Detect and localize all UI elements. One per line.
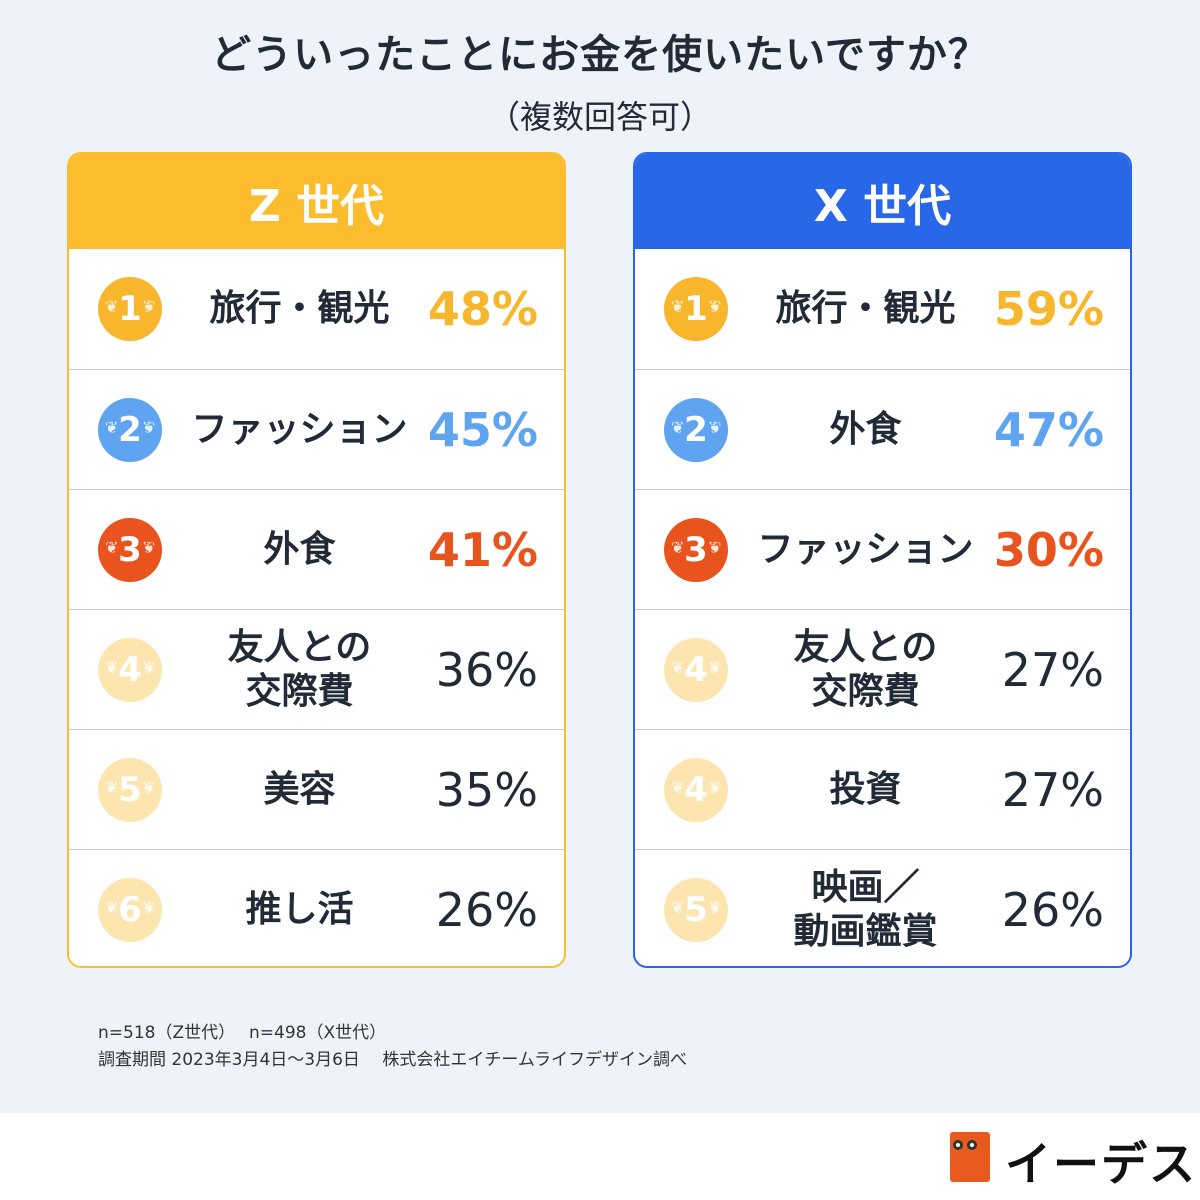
rank-label: 映画／ 動画鑑賞 bbox=[793, 866, 938, 952]
rank-row: 4 投資 27% bbox=[635, 729, 1130, 849]
rank-label: 投資 bbox=[829, 768, 902, 810]
rank-medal-icon: 1 bbox=[98, 277, 162, 341]
rank-label: 外食 bbox=[263, 528, 336, 570]
rank-label: 友人との 交際費 bbox=[793, 626, 938, 712]
rank-percentage: 27% bbox=[1001, 762, 1104, 817]
survey-period-note: 調査期間 2023年3月4日～3月6日 株式会社エイチームライフデザイン調べ bbox=[98, 1050, 687, 1070]
rank-row: 3 外食 41% bbox=[69, 489, 564, 609]
rank-percentage: 47% bbox=[993, 402, 1104, 457]
rank-medal-icon: 3 bbox=[98, 518, 162, 582]
rank-label: 美容 bbox=[263, 768, 336, 810]
rank-percentage: 35% bbox=[435, 762, 538, 817]
rank-medal-icon: 5 bbox=[664, 878, 728, 942]
rank-percentage: 26% bbox=[435, 882, 538, 937]
rank-label: 友人との 交際費 bbox=[227, 626, 372, 712]
ides-mascot-logo-icon bbox=[950, 1132, 990, 1182]
rank-row: 2 ファッション 45% bbox=[69, 369, 564, 489]
rank-row: 5 美容 35% bbox=[69, 729, 564, 849]
rank-percentage: 27% bbox=[1001, 642, 1104, 697]
footer-band bbox=[0, 1113, 1200, 1200]
rank-row: 4 友人との 交際費 27% bbox=[635, 609, 1130, 729]
rank-row: 1 旅行・観光 48% bbox=[69, 249, 564, 369]
rank-row: 3 ファッション 30% bbox=[635, 489, 1130, 609]
rank-label: 外食 bbox=[829, 408, 902, 450]
rank-row: 5 映画／ 動画鑑賞 26% bbox=[635, 849, 1130, 966]
rank-label: 推し活 bbox=[245, 888, 354, 930]
rank-row: 4 友人との 交際費 36% bbox=[69, 609, 564, 729]
rank-medal-icon: 4 bbox=[664, 758, 728, 822]
z-rank-list: 1 旅行・観光 48% 2 ファッション 45% 3 外食 41% 4 友人との 交際費 36% 5 美容… bbox=[69, 249, 564, 966]
rank-percentage: 45% bbox=[427, 402, 538, 457]
rank-medal-icon: 2 bbox=[98, 398, 162, 462]
rank-percentage: 48% bbox=[427, 282, 538, 336]
rank-medal-icon: 6 bbox=[98, 878, 162, 942]
rank-medal-icon: 1 bbox=[664, 277, 728, 341]
rank-label: ファッション bbox=[757, 528, 974, 570]
z-generation-card: Z 世代 1 旅行・観光 48% 2 ファッション 45% 3 外食 41% 4 友人との 交際費 3… bbox=[67, 152, 566, 968]
rank-row: 2 外食 47% bbox=[635, 369, 1130, 489]
rank-percentage: 41% bbox=[427, 522, 538, 577]
rank-medal-icon: 4 bbox=[664, 638, 728, 702]
x-generation-header: X 世代 bbox=[635, 154, 1130, 249]
rank-medal-icon: 2 bbox=[664, 398, 728, 462]
rank-label: ファッション bbox=[191, 408, 408, 450]
rank-percentage: 59% bbox=[993, 282, 1104, 336]
rank-medal-icon: 4 bbox=[98, 638, 162, 702]
sample-size-note: n=518（Z世代） n=498（X世代） bbox=[98, 1023, 387, 1043]
rank-row: 1 旅行・観光 59% bbox=[635, 249, 1130, 369]
rank-medal-icon: 5 bbox=[98, 758, 162, 822]
z-generation-header: Z 世代 bbox=[69, 154, 564, 249]
page-subtitle: （複数回答可） bbox=[487, 98, 712, 136]
rank-percentage: 36% bbox=[435, 642, 538, 697]
rank-label: 旅行・観光 bbox=[209, 288, 390, 329]
brand-logo-text: イーデス bbox=[1005, 1137, 1197, 1191]
page-title: どういったことにお金を使いたいですか？ bbox=[211, 32, 989, 78]
rank-label: 旅行・観光 bbox=[775, 288, 956, 329]
x-rank-list: 1 旅行・観光 59% 2 外食 47% 3 ファッション 30% 4 友人との 交際費 27% 4 投資… bbox=[635, 249, 1130, 966]
rank-percentage: 26% bbox=[1001, 882, 1104, 937]
rank-percentage: 30% bbox=[993, 522, 1104, 577]
rank-row: 6 推し活 26% bbox=[69, 849, 564, 966]
x-generation-card: X 世代 1 旅行・観光 59% 2 外食 47% 3 ファッション 30% 4 友人との 交際費 2… bbox=[633, 152, 1132, 968]
rank-medal-icon: 3 bbox=[664, 518, 728, 582]
